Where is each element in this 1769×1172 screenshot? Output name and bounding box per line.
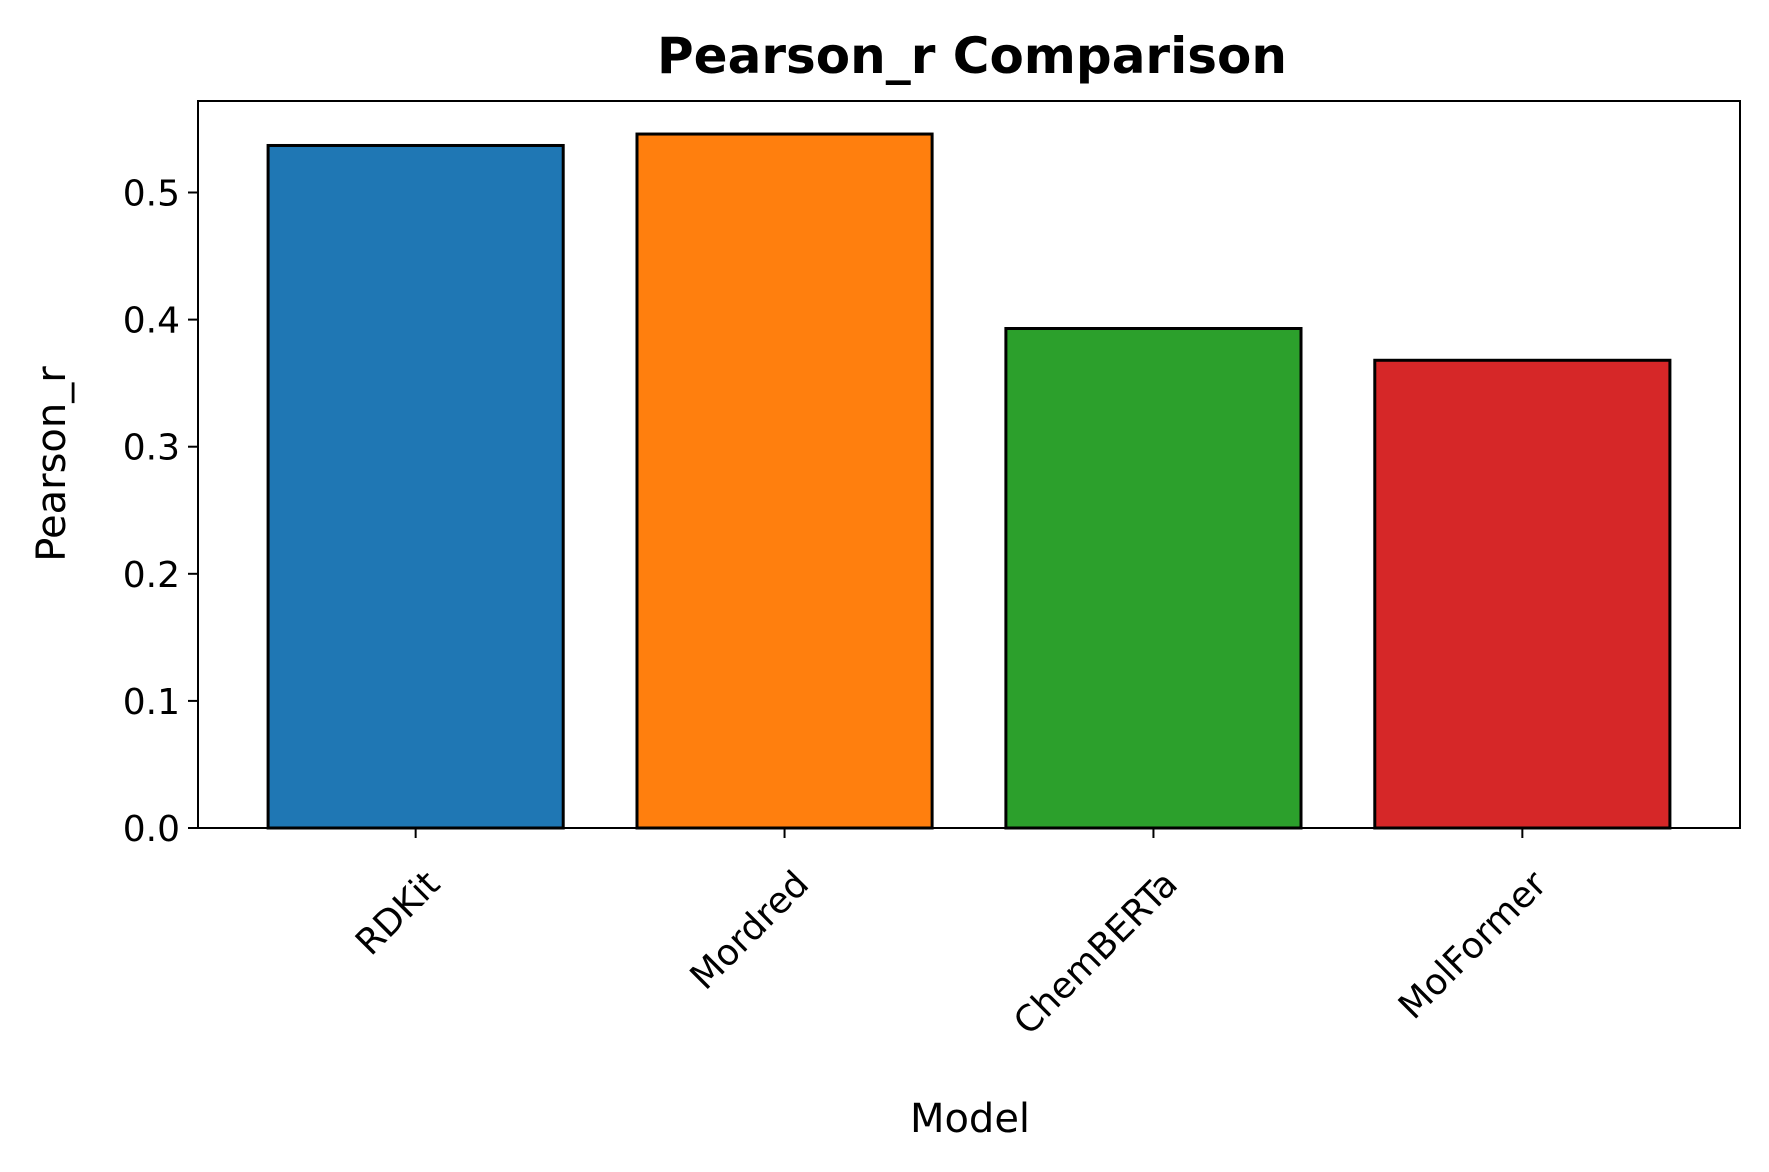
bar-mordred — [635, 132, 934, 830]
y-tick-label: 0.2 — [123, 555, 180, 596]
bar-rdkit — [266, 143, 565, 830]
x-axis-label: Model — [910, 1096, 1030, 1142]
y-tick-label: 0.4 — [123, 301, 180, 342]
y-axis-ticks: 0.0 0.1 0.2 0.3 0.4 0.5 — [123, 174, 198, 850]
plot-frame — [197, 100, 1741, 829]
y-axis-label: Pearson_r — [29, 366, 75, 562]
bar-molformer — [1373, 358, 1672, 830]
bar-chemberta — [1004, 327, 1303, 830]
y-tick-label: 0.3 — [123, 428, 180, 469]
bars-group — [266, 132, 1672, 830]
y-tick-label: 0.0 — [123, 809, 180, 850]
y-tick-label: 0.1 — [123, 682, 180, 723]
y-tick-label: 0.5 — [123, 174, 180, 215]
chart-title: Pearson_r Comparison — [657, 27, 1287, 85]
